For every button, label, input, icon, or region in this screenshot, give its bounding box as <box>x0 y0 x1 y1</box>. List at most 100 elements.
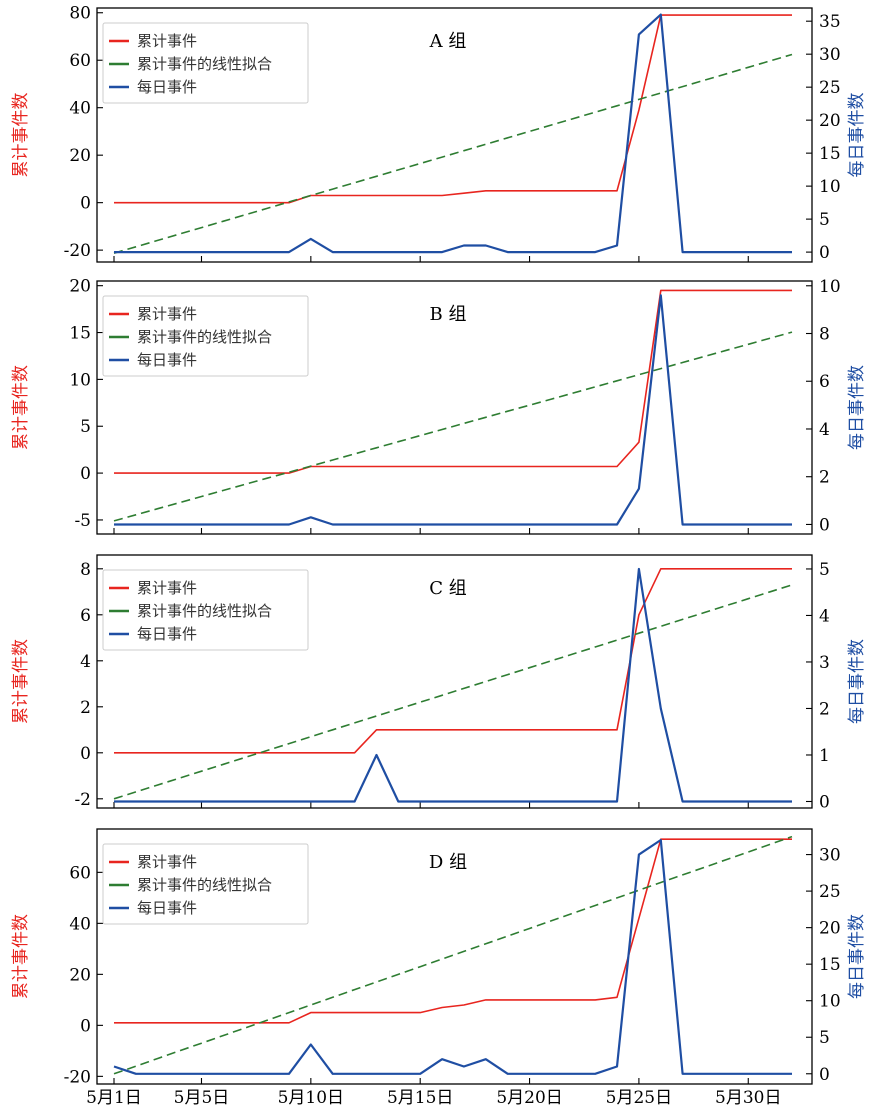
panel-title: C 组 <box>429 578 467 599</box>
right-y-tick-label: 5 <box>819 560 830 580</box>
right-y-tick-label: 6 <box>819 372 830 392</box>
left-y-tick-label: 20 <box>69 965 91 985</box>
x-tick-label: 5月10日 <box>278 1088 344 1108</box>
left-y-tick-label: -20 <box>64 1067 91 1087</box>
left-y-tick-label: 6 <box>80 606 91 626</box>
left-y-tick-label: 15 <box>69 324 91 344</box>
right-y-tick-label: 20 <box>819 919 841 939</box>
x-tick-label: 5月5日 <box>174 1088 230 1108</box>
plot-frame <box>96 554 813 809</box>
series-line-daily <box>114 13 792 254</box>
legend-label: 累计事件 <box>137 853 197 871</box>
left-y-tick-label: 8 <box>80 560 91 580</box>
left-y-tick-label: 4 <box>80 652 91 672</box>
left-y-tick-label: 60 <box>69 51 91 71</box>
right-y-tick-label: 35 <box>819 12 841 32</box>
series-line-linear-fit <box>113 331 793 522</box>
left-y-tick-label: 0 <box>80 744 91 764</box>
series-line-cumulative <box>114 14 792 204</box>
x-tick-label: 5月30日 <box>715 1088 781 1108</box>
right-y-tick-label: 15 <box>819 955 841 975</box>
right-axis-title: 每日事件数 <box>847 914 867 999</box>
x-tick-label: 5月15日 <box>387 1088 453 1108</box>
left-y-tick-label: 2 <box>80 698 91 718</box>
series-line-daily <box>114 567 792 803</box>
x-tick-label: 5月25日 <box>606 1088 672 1108</box>
legend-label: 每日事件 <box>137 899 197 917</box>
right-y-tick-label: 30 <box>819 45 841 65</box>
left-y-tick-label: 80 <box>69 4 91 24</box>
right-y-tick-label: 0 <box>819 243 830 263</box>
left-y-tick-label: 40 <box>69 914 91 934</box>
series-line-daily <box>113 838 792 1075</box>
panel-d: -20 0 20 40 60 0 5 10 15 20 25 30 5月1日 5月5日 5月10日 5月15日… <box>11 828 867 1108</box>
series-line-linear-fit <box>113 584 793 800</box>
right-y-tick-label: 2 <box>819 468 830 488</box>
legend-label: 累计事件的线性拟合 <box>137 602 272 620</box>
right-y-tick-label: 5 <box>819 1028 830 1048</box>
right-axis-title: 每日事件数 <box>847 365 867 450</box>
legend-label: 累计事件 <box>137 305 197 323</box>
right-y-tick-label: 10 <box>819 277 841 297</box>
plot-frame <box>96 7 813 263</box>
plot-frame <box>96 280 813 535</box>
right-y-tick-label: 3 <box>819 653 830 673</box>
left-y-tick-label: -20 <box>64 241 91 261</box>
right-y-tick-label: 0 <box>819 792 830 812</box>
right-y-tick-label: 10 <box>819 177 841 197</box>
right-axis-title: 每日事件数 <box>847 93 867 178</box>
legend-label: 每日事件 <box>137 625 197 643</box>
legend-label: 累计事件的线性拟合 <box>137 328 272 346</box>
series-line-cumulative <box>114 567 792 754</box>
left-axis-title: 累计事件数 <box>11 639 31 724</box>
x-tick-label: 5月1日 <box>86 1088 142 1108</box>
left-y-tick-label: 20 <box>69 146 91 166</box>
right-y-tick-label: 4 <box>819 420 830 440</box>
legend-box <box>102 569 309 651</box>
series-line-cumulative <box>114 289 792 474</box>
plot-frame <box>96 828 813 1085</box>
right-y-tick-label: 20 <box>819 111 841 131</box>
left-y-tick-label: -2 <box>74 790 91 810</box>
legend-label: 累计事件的线性拟合 <box>137 55 272 73</box>
x-tick-label: 5月20日 <box>496 1088 562 1108</box>
left-y-tick-label: -5 <box>74 511 91 531</box>
series-line-linear-fit <box>113 53 793 254</box>
right-y-tick-label: 0 <box>819 515 830 535</box>
panel-a: -20 0 20 40 60 80 0 5 10 15 20 25 30 35 累计事件数 每日事件数 累计事件… <box>11 4 867 263</box>
legend-label: 累计事件 <box>137 32 197 50</box>
right-y-tick-label: 10 <box>819 992 841 1012</box>
left-y-tick-label: 10 <box>69 370 91 390</box>
legend-label: 每日事件 <box>137 351 197 369</box>
left-y-tick-label: 0 <box>80 1016 91 1036</box>
left-axis-title: 累计事件数 <box>11 914 31 999</box>
panel-title: D 组 <box>429 852 467 873</box>
series-line-linear-fit <box>113 835 793 1075</box>
right-y-tick-label: 25 <box>819 78 841 98</box>
right-y-tick-label: 8 <box>819 325 830 345</box>
right-y-tick-label: 5 <box>819 210 830 230</box>
left-y-tick-label: 5 <box>80 417 91 437</box>
legend-label: 累计事件 <box>137 579 197 597</box>
panel-c: -2 0 2 4 6 8 0 1 2 3 4 5 累计事件数 每日事件数 累计事件累计事件的线性拟合每日事件… <box>11 554 867 812</box>
left-y-tick-label: 20 <box>69 277 91 297</box>
legend-label: 累计事件的线性拟合 <box>137 876 272 894</box>
panel-b: -5 0 5 10 15 20 0 2 4 6 8 10 累计事件数 每日事件数 累计事件累计事件的线性拟合… <box>11 277 867 536</box>
legend-box <box>102 295 309 377</box>
right-y-tick-label: 25 <box>819 882 841 902</box>
left-axis-title: 累计事件数 <box>11 93 31 178</box>
right-y-tick-label: 4 <box>819 606 830 626</box>
panel-title: A 组 <box>429 31 467 52</box>
legend-box <box>102 22 309 104</box>
right-y-tick-label: 2 <box>819 699 830 719</box>
series-line-daily <box>114 294 792 526</box>
left-y-tick-label: 0 <box>80 194 91 214</box>
right-y-tick-label: 1 <box>819 746 830 766</box>
left-y-tick-label: 60 <box>69 863 91 883</box>
left-y-tick-label: 0 <box>80 464 91 484</box>
right-y-tick-label: 15 <box>819 144 841 164</box>
